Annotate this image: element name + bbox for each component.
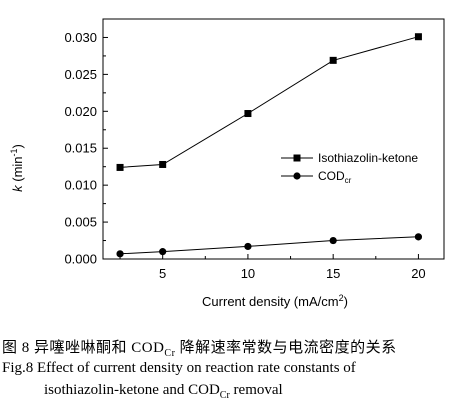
y-tick-label: 0.015 [64, 141, 97, 156]
data-point-square [329, 56, 337, 64]
x-tick-label: 20 [411, 266, 425, 281]
y-tick-label: 0.000 [64, 252, 97, 267]
y-tick-label: 0.025 [64, 67, 97, 82]
plot-layer: 0.000 0.005 0.010 0.015 0.020 0.025 0.030 5 10 15… [64, 18, 445, 281]
x-tick-label: 5 [159, 266, 166, 281]
x-tick-label: 10 [241, 266, 255, 281]
legend-marker-circle [293, 172, 301, 180]
plot-frame [102, 18, 445, 260]
caption-chinese: 图 8 异噻唑啉酮和 CODCr 降解速率常数与电流密度的关系 [2, 340, 397, 359]
y-axis-title: k (min-1) [9, 144, 25, 192]
data-point-circle [159, 248, 167, 256]
legend-label-isothiazolin: Isothiazolin-ketone [318, 151, 418, 165]
data-point-square [414, 33, 422, 41]
y-tick-label: 0.005 [64, 215, 97, 230]
x-tick-label: 15 [326, 266, 340, 281]
data-point-circle [414, 233, 423, 241]
data-point-square [116, 163, 124, 171]
caption-english-line1: Fig.8 Effect of current density on react… [2, 360, 356, 376]
x-axis-title: Current density (mA/cm2) [202, 293, 348, 309]
y-tick-label: 0.020 [64, 104, 97, 119]
data-point-circle [116, 250, 124, 258]
y-tick-label: 0.030 [64, 30, 97, 45]
data-point-square [159, 160, 167, 168]
series-line-0 [119, 36, 419, 168]
legend-marker-square [293, 154, 301, 162]
chart: 0.000 0.005 0.010 0.015 0.020 0.025 0.030 5 10 15… [9, 18, 445, 309]
caption-english-line2: isothiazolin-ketone and CODCr removal [44, 382, 283, 401]
data-point-circle [329, 236, 337, 245]
y-tick-label: 0.010 [64, 178, 97, 193]
data-point-circle [244, 242, 252, 251]
legend: Isothiazolin-ketone CODcr [281, 151, 418, 185]
legend-label-cod: CODcr [318, 169, 352, 185]
data-point-square [244, 110, 252, 118]
